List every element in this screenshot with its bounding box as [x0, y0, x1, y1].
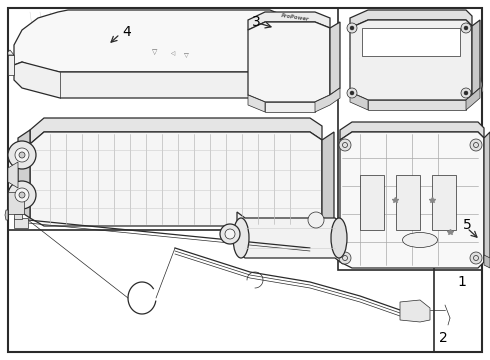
- Polygon shape: [248, 95, 265, 112]
- Circle shape: [15, 188, 29, 202]
- Text: ProPower: ProPower: [281, 13, 310, 22]
- Circle shape: [350, 91, 354, 95]
- Polygon shape: [14, 62, 290, 98]
- Text: 4: 4: [122, 25, 131, 39]
- Circle shape: [8, 181, 36, 209]
- Text: ◁: ◁: [170, 51, 174, 57]
- Circle shape: [8, 141, 36, 169]
- Polygon shape: [350, 20, 472, 100]
- Circle shape: [461, 88, 471, 98]
- Polygon shape: [8, 50, 14, 55]
- Polygon shape: [265, 102, 315, 112]
- Polygon shape: [466, 88, 480, 110]
- Circle shape: [464, 26, 468, 30]
- Polygon shape: [237, 212, 343, 264]
- Text: 2: 2: [439, 331, 447, 345]
- Circle shape: [470, 139, 482, 151]
- Circle shape: [225, 229, 235, 239]
- Circle shape: [339, 252, 351, 264]
- Polygon shape: [472, 20, 480, 95]
- Circle shape: [15, 148, 29, 162]
- Text: 3: 3: [252, 15, 260, 29]
- Polygon shape: [8, 162, 18, 188]
- Circle shape: [470, 252, 482, 264]
- Polygon shape: [322, 132, 334, 220]
- Polygon shape: [368, 100, 466, 110]
- Polygon shape: [340, 132, 484, 268]
- Polygon shape: [330, 22, 340, 95]
- Bar: [396, 175, 420, 230]
- Polygon shape: [248, 22, 330, 102]
- Polygon shape: [484, 255, 490, 268]
- Polygon shape: [340, 122, 484, 140]
- Bar: [338, 8, 482, 270]
- Bar: [360, 175, 384, 230]
- Bar: [14, 214, 22, 219]
- Polygon shape: [484, 132, 490, 262]
- Polygon shape: [14, 10, 295, 72]
- Polygon shape: [18, 130, 30, 218]
- Circle shape: [339, 139, 351, 151]
- Polygon shape: [350, 10, 472, 28]
- Polygon shape: [30, 118, 322, 144]
- Bar: [8, 230, 434, 352]
- Polygon shape: [315, 88, 340, 112]
- Circle shape: [347, 88, 357, 98]
- Bar: [362, 28, 460, 56]
- Polygon shape: [248, 12, 330, 30]
- Polygon shape: [285, 65, 295, 92]
- Circle shape: [19, 152, 25, 158]
- Polygon shape: [5, 210, 8, 220]
- Circle shape: [19, 192, 25, 198]
- Circle shape: [350, 26, 354, 30]
- Circle shape: [464, 91, 468, 95]
- Circle shape: [220, 224, 240, 244]
- Polygon shape: [400, 300, 430, 322]
- Circle shape: [461, 23, 471, 33]
- Bar: [14, 218, 28, 228]
- Text: ▽: ▽: [184, 54, 188, 59]
- Ellipse shape: [402, 233, 438, 248]
- Text: 1: 1: [458, 275, 466, 289]
- Ellipse shape: [233, 218, 249, 258]
- Text: 5: 5: [463, 218, 471, 232]
- Text: ▽: ▽: [152, 49, 158, 55]
- Polygon shape: [350, 92, 368, 110]
- Bar: [432, 175, 456, 230]
- Polygon shape: [30, 132, 322, 226]
- Circle shape: [308, 212, 324, 228]
- Circle shape: [347, 23, 357, 33]
- Bar: [8, 192, 24, 214]
- Polygon shape: [8, 55, 14, 75]
- Ellipse shape: [331, 218, 347, 258]
